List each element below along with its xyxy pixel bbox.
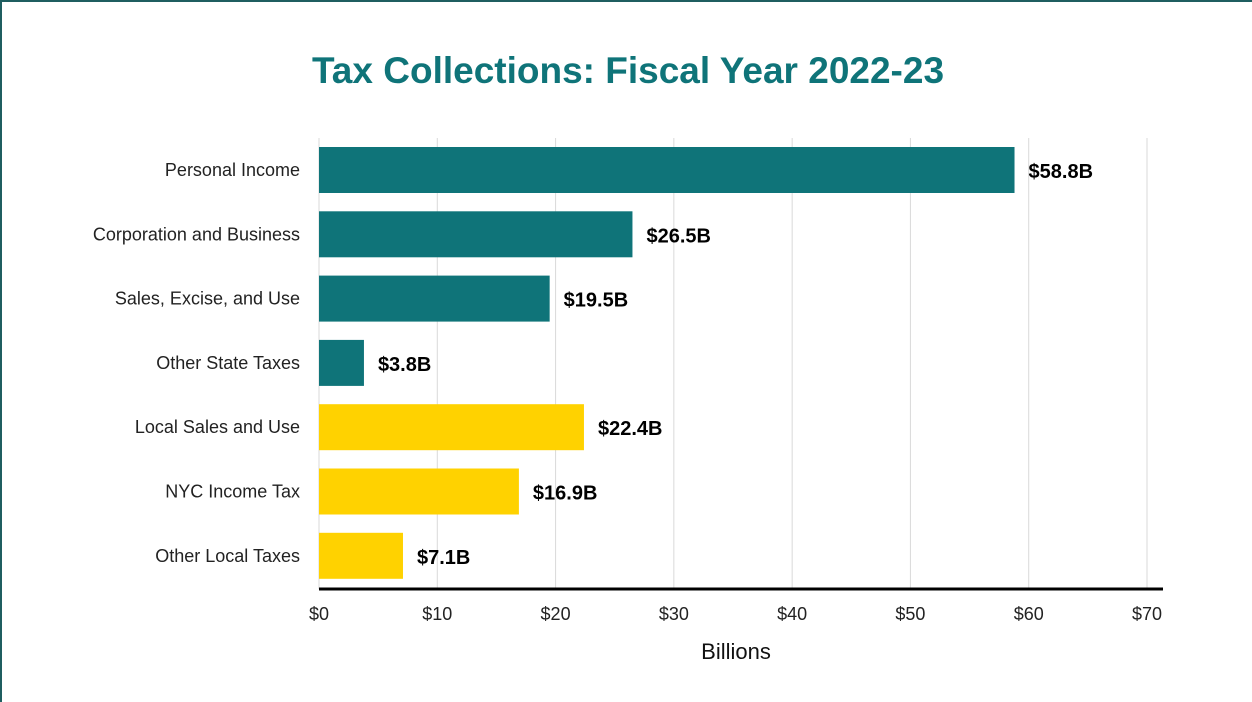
category-label-6: Other Local Taxes bbox=[155, 546, 300, 566]
category-label-4: Local Sales and Use bbox=[135, 417, 300, 437]
category-label-5: NYC Income Tax bbox=[165, 482, 300, 502]
data-label-0: $58.8B bbox=[1029, 161, 1094, 183]
x-tick-label-3: $30 bbox=[659, 604, 689, 624]
category-label-1: Corporation and Business bbox=[93, 224, 300, 244]
data-label-6: $7.1B bbox=[417, 547, 470, 569]
x-tick-label-6: $60 bbox=[1014, 604, 1044, 624]
bar-0 bbox=[319, 147, 1015, 193]
data-label-5: $16.9B bbox=[533, 483, 598, 505]
x-tick-label-0: $0 bbox=[309, 604, 329, 624]
chart-title: Tax Collections: Fiscal Year 2022-23 bbox=[311, 50, 945, 91]
category-label-3: Other State Taxes bbox=[156, 353, 300, 373]
bar-1 bbox=[319, 211, 633, 258]
x-axis-title: Billions bbox=[701, 639, 771, 664]
x-tick-label-7: $70 bbox=[1132, 604, 1162, 624]
category-label-2: Sales, Excise, and Use bbox=[115, 289, 300, 309]
data-label-2: $19.5B bbox=[564, 290, 629, 312]
x-tick-label-5: $50 bbox=[895, 604, 925, 624]
category-label-0: Personal Income bbox=[165, 160, 300, 180]
bar-3 bbox=[319, 339, 364, 386]
x-tick-label-4: $40 bbox=[777, 604, 807, 624]
bar-6 bbox=[319, 532, 403, 579]
x-tick-label-1: $10 bbox=[422, 604, 452, 624]
data-label-4: $22.4B bbox=[598, 418, 663, 440]
data-label-3: $3.8B bbox=[378, 354, 431, 376]
bar-5 bbox=[319, 468, 519, 515]
x-tick-label-2: $20 bbox=[541, 604, 571, 624]
data-label-1: $26.5B bbox=[646, 225, 711, 247]
bar-2 bbox=[319, 275, 550, 322]
bar-4 bbox=[319, 404, 584, 451]
